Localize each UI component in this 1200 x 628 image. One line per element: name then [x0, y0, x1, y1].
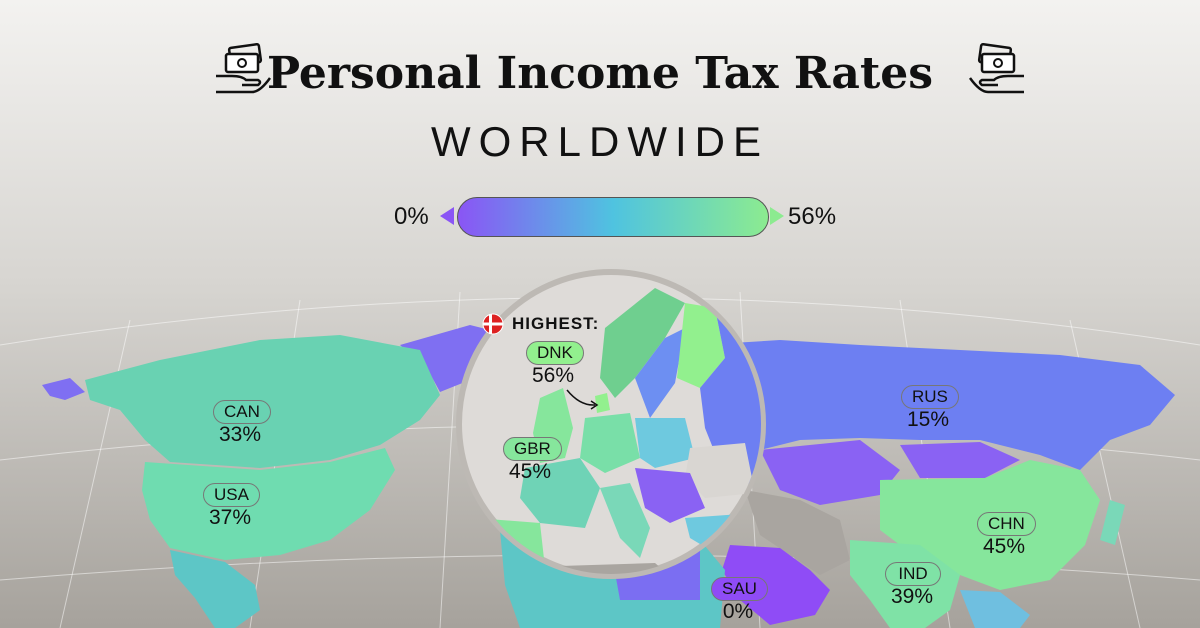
country-rate-chn: 45% — [982, 535, 1026, 558]
country-code-chn: CHN — [977, 512, 1036, 536]
japan-shape — [1100, 500, 1125, 545]
denmark-shape — [595, 393, 610, 413]
iberia-shape — [465, 518, 545, 574]
mexico-shape — [170, 550, 260, 628]
france-shape — [520, 458, 600, 528]
country-rate-rus: 15% — [906, 408, 950, 431]
sweden-shape — [635, 328, 685, 418]
middle-east-shape — [745, 490, 850, 575]
legend-gradient-bar — [457, 197, 769, 237]
highest-label: HIGHEST: — [512, 314, 600, 333]
country-code-sau: SAU — [711, 577, 768, 601]
callout-arrow — [566, 389, 596, 406]
money-hand-icon — [216, 43, 272, 94]
legend-left-arrow-icon — [440, 207, 454, 225]
finland-shape — [677, 303, 725, 388]
germany-shape — [580, 413, 640, 473]
country-rate-can: 33% — [218, 423, 262, 446]
balkans-shape — [635, 468, 705, 523]
usa-shape — [142, 448, 395, 560]
se-asia-shape — [960, 590, 1030, 628]
norway-shape — [600, 288, 685, 398]
mongolia-shape — [900, 442, 1020, 478]
italy-shape — [600, 483, 650, 558]
country-rate-usa: 37% — [208, 506, 252, 529]
country-rate-ind: 39% — [890, 585, 934, 608]
poland-shape — [635, 418, 695, 468]
alaska-shape — [42, 378, 85, 400]
legend-max-label: 56% — [788, 203, 837, 230]
page-title: Personal Income Tax Rates — [266, 48, 934, 99]
page-subtitle: WORLDWIDE — [431, 118, 769, 165]
central-asia-shape — [760, 440, 900, 505]
legend-min-label: 0% — [394, 203, 429, 230]
country-code-gbr: GBR — [503, 437, 562, 461]
country-code-ind: IND — [885, 562, 941, 586]
money-hand-icon — [968, 43, 1024, 94]
country-rate-dnk: 56% — [531, 364, 575, 387]
denmark-flag-icon — [482, 313, 504, 335]
country-rate-sau: 0% — [722, 600, 754, 623]
ukraine-shape — [685, 443, 755, 498]
saudi-arabia-shape — [722, 545, 830, 625]
country-code-rus: RUS — [901, 385, 959, 409]
country-rate-gbr: 45% — [508, 460, 552, 483]
country-code-dnk: DNK — [526, 341, 584, 365]
country-code-usa: USA — [203, 483, 260, 507]
country-code-can: CAN — [213, 400, 271, 424]
legend-right-arrow-icon — [770, 207, 784, 225]
